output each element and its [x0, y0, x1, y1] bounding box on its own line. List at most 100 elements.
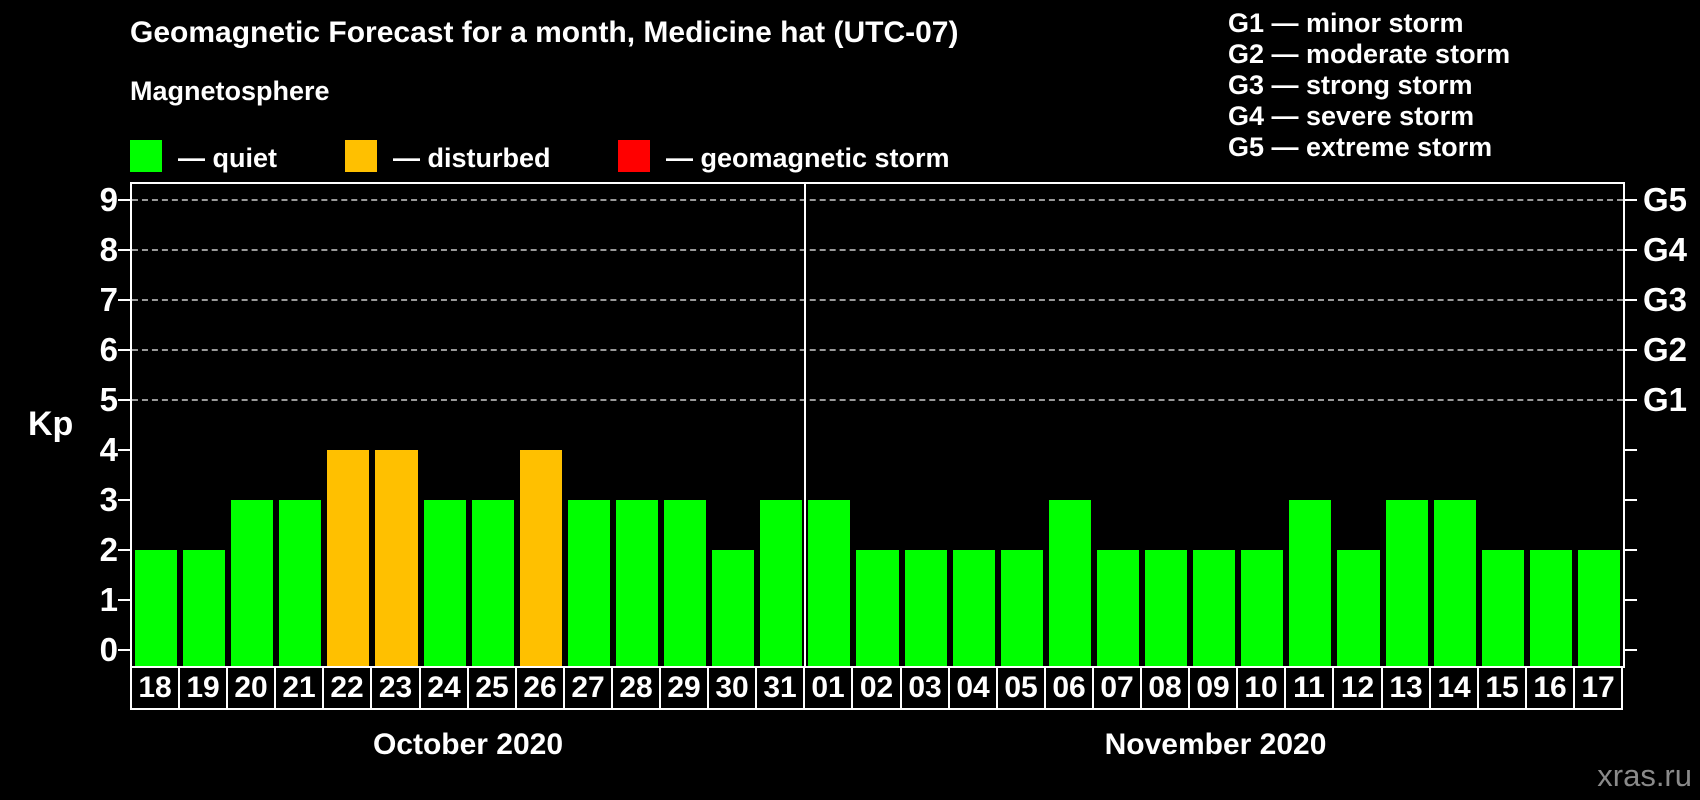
kp-bar-23	[375, 450, 418, 666]
y-tick-label: 2	[99, 531, 118, 568]
y-tick-label: 3	[99, 481, 118, 518]
kp-7-gridline	[132, 299, 1623, 301]
kp-bar-24	[423, 500, 466, 666]
day-label-box: 11	[1284, 666, 1334, 710]
kp-bar-08	[1145, 550, 1188, 666]
storm-legend-swatch	[618, 140, 650, 172]
day-label-box: 01	[803, 666, 853, 710]
y-axis-tick-right	[1625, 499, 1637, 501]
kp-bar-10	[1241, 550, 1284, 666]
y-axis-tick-right	[1625, 199, 1637, 201]
kp-bar-21	[279, 500, 322, 666]
day-label-box: 13	[1381, 666, 1431, 710]
kp-bar-04	[952, 550, 995, 666]
kp-bar-01	[808, 500, 851, 666]
kp-bar-13	[1385, 500, 1428, 666]
day-label-box: 27	[563, 666, 613, 710]
day-label-box: 12	[1332, 666, 1383, 710]
day-label-box: 10	[1236, 666, 1286, 710]
month-label-november: November 2020	[1104, 728, 1327, 761]
y-axis-tick-left	[118, 299, 130, 301]
day-label-box: 25	[467, 666, 517, 710]
disturbed-legend-swatch	[345, 140, 377, 172]
day-label-box: 03	[900, 666, 950, 710]
g-level-label: G3	[1643, 281, 1688, 318]
day-label-box: 28	[611, 666, 661, 710]
kp-bar-18	[135, 550, 178, 666]
day-label-box: 23	[370, 666, 421, 710]
kp-bar-05	[1000, 550, 1043, 666]
kp-bar-09	[1193, 550, 1236, 666]
magnetosphere-legend-title: Magnetosphere	[130, 76, 330, 106]
kp-bar-22	[327, 450, 370, 666]
y-axis-tick-right	[1625, 299, 1637, 301]
kp-bar-14	[1433, 500, 1476, 666]
g-scale-legend-line: G2 — moderate storm	[1228, 39, 1511, 69]
kp-bar-20	[231, 500, 274, 666]
day-label-box: 18	[130, 666, 180, 710]
y-axis-tick-left	[118, 349, 130, 351]
kp-bar-03	[904, 550, 947, 666]
kp-6-gridline	[132, 349, 1623, 351]
kp-bar-16	[1529, 550, 1572, 666]
day-label-box: 20	[226, 666, 276, 710]
g-scale-legend-line: G3 — strong storm	[1228, 70, 1473, 100]
day-label-box: 09	[1188, 666, 1238, 710]
kp-8-gridline	[132, 249, 1623, 251]
day-label-box: 15	[1477, 666, 1527, 710]
g-scale-legend: G1 — minor storm G2 — moderate storm G3 …	[1228, 8, 1510, 163]
kp-5-gridline	[132, 399, 1623, 401]
g-scale-legend-line: G1 — minor storm	[1228, 8, 1464, 38]
y-axis-tick-left	[118, 449, 130, 451]
y-axis-tick-left	[118, 649, 130, 651]
kp-bar-26	[519, 450, 562, 666]
kp-bar-02	[856, 550, 899, 666]
watermark: xras.ru	[1597, 758, 1692, 793]
g-level-label: G1	[1643, 381, 1688, 418]
day-label-box: 21	[274, 666, 324, 710]
y-axis-tick-right	[1625, 349, 1637, 351]
day-label-box: 29	[659, 666, 709, 710]
y-axis-tick-right	[1625, 249, 1637, 251]
y-axis-tick-right	[1625, 599, 1637, 601]
day-label-box: 05	[996, 666, 1046, 710]
day-label-row: 18 19 20 21 22 23 24 25 26 27 28 29 30 31 01 02 03 04 05 06…	[130, 666, 1629, 712]
day-label-box: 02	[851, 666, 902, 710]
y-axis-tick-right	[1625, 549, 1637, 551]
day-label-box: 31	[755, 666, 805, 710]
month-label-october: October 2020	[372, 728, 564, 761]
y-tick-label: 0	[99, 631, 118, 668]
storm-legend-label: — geomagnetic storm	[666, 143, 950, 173]
kp-bar-29	[664, 500, 707, 666]
day-label-box: 16	[1525, 666, 1575, 710]
kp-bar-07	[1096, 550, 1140, 666]
month-separator-line	[804, 184, 807, 666]
y-axis-label: Kp	[28, 405, 74, 443]
kp-bar-30	[712, 550, 755, 666]
kp-bar-19	[183, 550, 226, 666]
day-label-box: 26	[515, 666, 565, 710]
y-axis-tick-left	[118, 499, 130, 501]
y-axis-tick-left	[118, 549, 130, 551]
kp-bar-28	[615, 500, 659, 666]
y-axis-tick-right	[1625, 649, 1637, 651]
day-label-box: 06	[1044, 666, 1094, 710]
kp-9-gridline	[132, 199, 1623, 201]
y-tick-label: 9	[99, 181, 118, 218]
y-axis-tick-left	[118, 199, 130, 201]
y-tick-label: 4	[99, 431, 118, 468]
g-level-label: G5	[1643, 181, 1688, 218]
day-label-box: 07	[1092, 666, 1142, 710]
day-label-box: 24	[419, 666, 469, 710]
kp-bar-27	[567, 500, 610, 666]
day-label-box: 30	[707, 666, 757, 710]
kp-bar-25	[471, 500, 514, 666]
kp-bar-11	[1289, 500, 1332, 666]
y-axis-tick-right	[1625, 449, 1637, 451]
y-axis-tick-left	[118, 399, 130, 401]
day-label-box: 19	[178, 666, 228, 710]
y-tick-label: 7	[99, 281, 118, 318]
day-label-box: 04	[948, 666, 998, 710]
day-label-box: 22	[322, 666, 372, 710]
